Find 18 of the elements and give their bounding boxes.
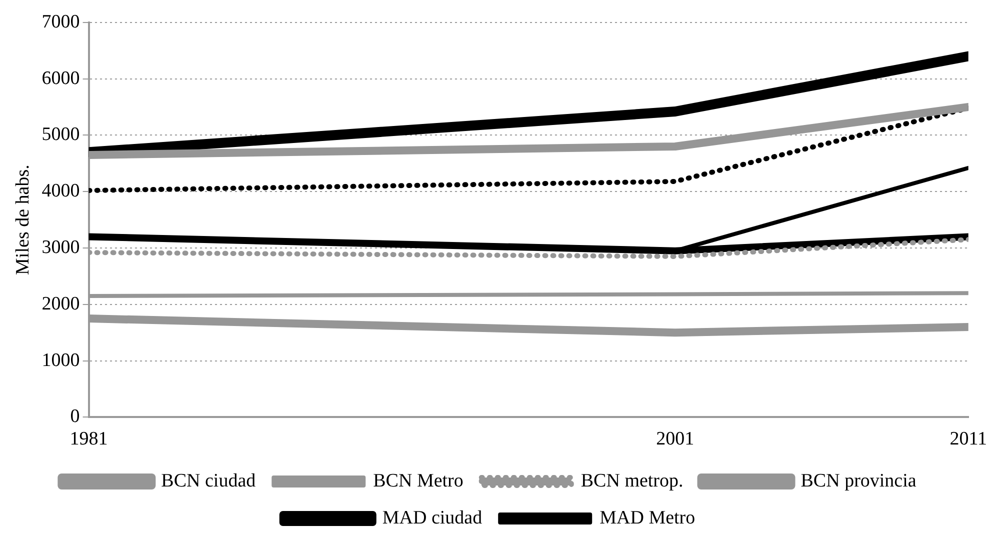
y-tick-label: 6000: [42, 68, 80, 89]
y-tick-label: 4000: [42, 180, 80, 202]
x-tick-label: 1981: [70, 428, 108, 450]
y-axis-title: Miles de habs.: [12, 164, 34, 275]
y-tick-label: 2000: [42, 293, 80, 314]
legend-label: MAD Metro: [600, 507, 696, 528]
legend-label: BCN metrop.: [580, 470, 684, 492]
y-tick-label: 5000: [42, 124, 80, 146]
legend-label: BCN provincia: [800, 470, 917, 492]
x-tick-label: 2011: [950, 428, 987, 450]
legend-label: MAD ciudad: [382, 507, 483, 528]
x-tick-label: 2001: [656, 428, 694, 450]
y-tick-label: 1000: [42, 350, 80, 371]
legend-label: BCN Metro: [373, 470, 464, 492]
y-tick-label: 0: [70, 406, 80, 428]
legend-label: BCN ciudad: [161, 470, 256, 492]
y-tick-label: 7000: [42, 11, 80, 32]
y-tick-label: 3000: [42, 236, 80, 258]
